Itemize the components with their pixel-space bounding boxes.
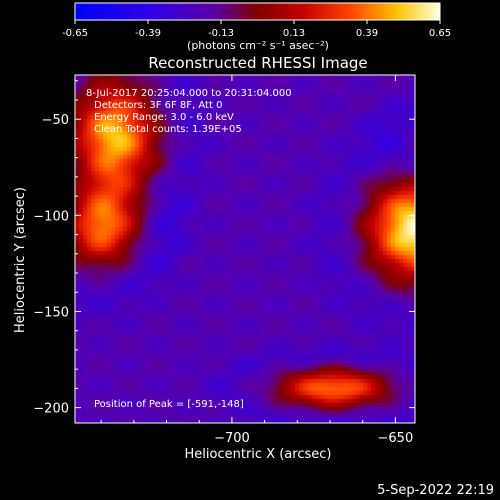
y-axis-label: Heliocentric Y (arcsec): [13, 187, 28, 333]
colorbar-tick-label: 0.13: [283, 28, 305, 39]
colorbar-frame: [74, 2, 441, 21]
x-axis-label: Heliocentric X (arcsec): [185, 447, 332, 462]
annotation-clean: Clean Total counts: 1.39E+05: [94, 124, 242, 135]
colorbar-gradient: [75, 3, 440, 20]
footer-timestamp: 5-Sep-2022 22:19: [377, 483, 494, 498]
x-tick-label: −650: [378, 431, 414, 446]
y-tick-label: −200: [33, 402, 69, 417]
colorbar-tick-label: -0.13: [208, 28, 234, 39]
y-tick-label: −100: [33, 209, 69, 224]
axis-ticks: −700−650−600−50−100−150−200: [33, 75, 415, 446]
plot-area: −700−650−600−50−100−150−200 8-Jul-2017 2…: [33, 74, 416, 446]
plot-frame: [74, 74, 416, 424]
colorbar: -0.65 -0.39 -0.13 0.13 0.39 0.65 (photons cm⁻…: [62, 2, 451, 52]
colorbar-tick-label: 0.65: [429, 28, 451, 39]
x-tick-label: −700: [214, 431, 250, 446]
colorbar-tick-label: 0.39: [356, 28, 378, 39]
colorbar-unit-label: (photons cm⁻² s⁻¹ asec⁻²): [187, 39, 329, 52]
chart-title: Reconstructed RHESSI Image: [148, 54, 367, 72]
heatmap-image-wrapper: [75, 75, 415, 423]
colorbar-ticks: -0.65 -0.39 -0.13 0.13 0.39 0.65: [62, 20, 451, 39]
y-tick-label: −50: [42, 113, 69, 128]
colorbar-tick-label: -0.39: [135, 28, 161, 39]
annotation-detectors: Detectors: 3F 6F 8F, Att 0: [94, 100, 222, 111]
heatmap-image: [75, 75, 415, 423]
annotation-date-range: 8-Jul-2017 20:25:04.000 to 20:31:04.000: [86, 88, 292, 99]
colorbar-tick-label: -0.65: [62, 28, 88, 39]
y-tick-label: −150: [33, 305, 69, 320]
annotation-peak-position: Position of Peak = [-591,-148]: [94, 399, 244, 410]
annotation-energy: Energy Range: 3.0 - 6.0 keV: [94, 112, 234, 123]
